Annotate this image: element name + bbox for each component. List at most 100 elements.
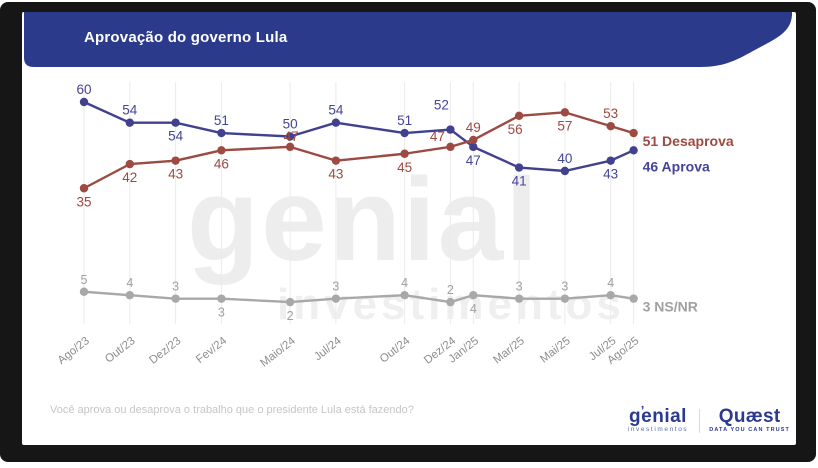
data-point	[560, 294, 570, 303]
data-point	[446, 142, 455, 152]
point-label: 49	[466, 120, 481, 135]
data-point	[331, 118, 341, 127]
point-label: 43	[168, 167, 183, 182]
data-point	[606, 121, 615, 131]
point-label: 46	[214, 156, 229, 171]
data-point	[285, 142, 295, 152]
data-point	[469, 142, 478, 152]
x-tick-label: Ago/23	[56, 335, 92, 367]
point-label: 4	[401, 276, 408, 290]
logo-row: ʼ genial investimentos Quæst DATA YOU CA…	[627, 403, 790, 433]
point-label: 2	[287, 309, 294, 323]
data-point	[217, 294, 226, 303]
point-label: 53	[603, 106, 618, 121]
data-point	[79, 287, 89, 296]
series-end-label: 3 NS/NR	[643, 299, 698, 315]
series-line-ns-nr	[83, 290, 634, 304]
data-point	[560, 166, 570, 176]
genial-logo-subtitle: investimentos	[627, 426, 689, 433]
x-tick-label: Mar/25	[491, 335, 527, 366]
point-label: 51	[397, 113, 412, 128]
genial-logo-accent: ʼ	[640, 403, 645, 418]
point-label: 41	[512, 174, 527, 189]
x-tick-label: Jul/24	[312, 335, 344, 364]
slide-page: Aprovação do governo Lula genial investi…	[22, 12, 796, 445]
point-label: 2	[447, 283, 454, 297]
data-point	[285, 132, 295, 141]
data-point	[217, 128, 226, 138]
x-tick-label: Out/24	[378, 335, 413, 366]
point-label: 50	[283, 117, 298, 132]
x-tick-label: Out/23	[103, 335, 138, 366]
point-label: 51	[214, 113, 229, 128]
data-point	[171, 118, 180, 127]
point-label: 3	[516, 280, 523, 294]
data-point	[125, 118, 134, 127]
series-end-label: 51 Desaprova	[643, 133, 734, 149]
x-tick-label: Maio/24	[258, 335, 298, 370]
quaest-logo: Quæst DATA YOU CAN TRUST	[709, 406, 790, 433]
data-point	[400, 149, 409, 158]
point-label: 54	[122, 103, 138, 118]
point-label: 54	[168, 129, 184, 144]
genial-logo: ʼ genial investimentos	[627, 403, 691, 433]
survey-question: Você aprova ou desaprova o trabalho que …	[50, 404, 414, 416]
genial-logo-name: genial	[629, 406, 687, 427]
point-label: 42	[122, 170, 137, 185]
data-point	[125, 159, 134, 169]
point-label: 5	[81, 273, 88, 287]
quaest-logo-tagline: DATA YOU CAN TRUST	[709, 427, 790, 433]
header-band	[24, 12, 792, 67]
data-point	[514, 163, 524, 172]
point-label: 4	[607, 276, 614, 290]
point-label: 47	[430, 129, 445, 144]
data-point	[171, 156, 180, 165]
data-point	[446, 297, 455, 307]
point-label: 4	[470, 302, 477, 316]
point-label: 47	[466, 153, 481, 168]
data-point	[469, 291, 478, 300]
data-point	[125, 291, 134, 300]
data-point	[629, 146, 638, 155]
data-point	[629, 294, 638, 303]
point-label: 43	[603, 167, 618, 182]
point-label: 3	[218, 306, 225, 320]
data-point	[217, 146, 226, 155]
x-tick-label: Dez/23	[147, 335, 183, 367]
point-label: 40	[557, 151, 572, 166]
point-label: 54	[328, 103, 344, 118]
data-point	[331, 294, 341, 303]
x-tick-label: Fev/24	[194, 335, 230, 366]
point-label: 45	[397, 160, 412, 175]
data-point	[400, 291, 409, 300]
data-point	[514, 294, 524, 303]
data-point	[79, 184, 89, 193]
point-label: 52	[434, 98, 449, 113]
point-label: 3	[172, 280, 179, 294]
data-point	[606, 291, 615, 300]
point-label: 3	[561, 280, 568, 294]
data-point	[171, 294, 180, 303]
point-label: 60	[76, 82, 91, 97]
point-label: 56	[508, 122, 523, 137]
series-end-label: 46 Aprova	[643, 158, 710, 174]
point-label: 57	[557, 118, 572, 133]
point-label: 35	[76, 194, 91, 209]
point-label: 43	[328, 167, 343, 182]
logo-divider	[699, 409, 701, 433]
data-point	[400, 128, 409, 138]
x-tick-label: Mai/25	[538, 335, 573, 366]
data-point	[469, 135, 478, 145]
point-label: 3	[332, 280, 339, 294]
data-point	[331, 156, 341, 165]
quaest-logo-name: Quæst	[718, 406, 781, 427]
page-title: Aprovação do governo Lula	[84, 29, 288, 46]
data-point	[79, 97, 89, 107]
point-label: 4	[126, 276, 133, 290]
data-point	[629, 128, 638, 138]
approval-line-chart: Ago/23 Out/23 Dez/23 Fev/24 Maio/24 Jul/24 Out…	[56, 82, 734, 370]
watermark-genial: genial	[187, 154, 540, 286]
point-label: 47	[284, 129, 299, 144]
data-point	[446, 125, 455, 134]
